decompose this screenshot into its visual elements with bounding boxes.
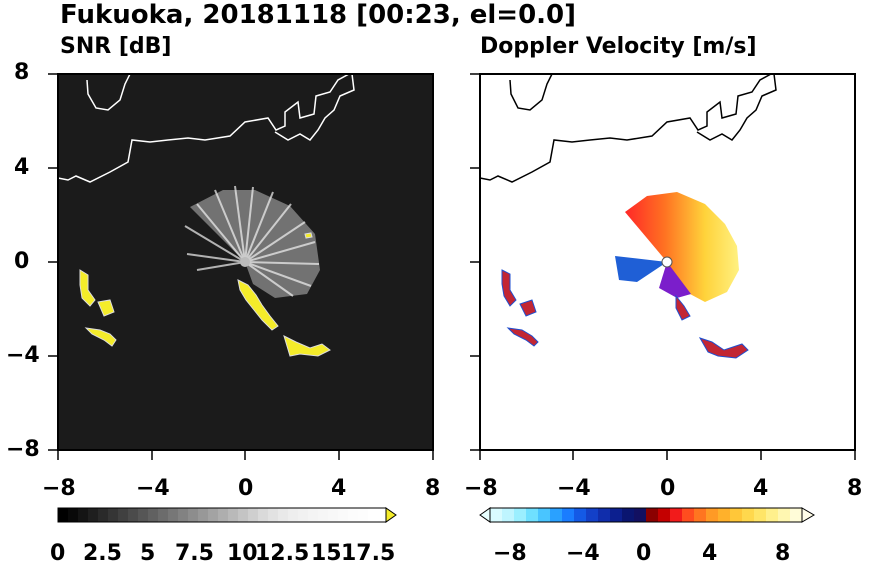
doppler-ticks [470,73,856,460]
x-tick-label: 8 [847,476,863,501]
y-tick-label: −4 [6,343,40,368]
snr-panel [48,73,434,460]
doppler-coastline [479,73,777,183]
colorbar-label: 0 [636,541,652,566]
colorbar-label: 10 [227,541,258,566]
colorbar-label: 15 [311,541,342,566]
x-tick-label: −4 [557,476,591,501]
snr-fan [184,185,320,298]
y-tick-label: −8 [6,437,40,462]
doppler-echo-cells [501,269,749,359]
colorbar-label: 12.5 [255,541,310,566]
x-tick-label: 0 [238,476,254,501]
doppler-panel [470,73,856,460]
colorbar-label: 17.5 [341,541,396,566]
x-tick-label: 0 [660,476,676,501]
colorbar-label: 7.5 [175,541,214,566]
colorbar-label: −4 [566,541,600,566]
doppler-panel-title: Doppler Velocity [m/s] [480,34,757,59]
snr-panel-title: SNR [dB] [60,34,172,59]
x-tick-label: 4 [753,476,769,501]
snr-coastline [57,73,355,183]
colorbar-label: −8 [493,541,527,566]
doppler-fan [615,192,739,302]
x-tick-label: 4 [331,476,347,501]
colorbar-label: 2.5 [83,541,122,566]
y-tick-label: 8 [14,60,30,85]
colorbar-label: 5 [140,541,156,566]
figure-title: Fukuoka, 20181118 [00:23, el=0.0] [60,0,577,30]
doppler-colorbar [479,507,815,523]
y-tick-label: 0 [14,249,30,274]
colorbar-label: 4 [702,541,718,566]
snr-ticks [48,73,434,460]
colorbar-label: 0 [50,541,66,566]
snr-colorbar [57,507,397,523]
y-tick-label: 4 [14,155,30,180]
x-tick-label: 8 [425,476,441,501]
snr-echo-cells [79,232,331,357]
x-tick-label: −8 [42,476,76,501]
x-tick-label: −8 [464,476,498,501]
x-tick-label: −4 [136,476,170,501]
colorbar-label: 8 [775,541,791,566]
